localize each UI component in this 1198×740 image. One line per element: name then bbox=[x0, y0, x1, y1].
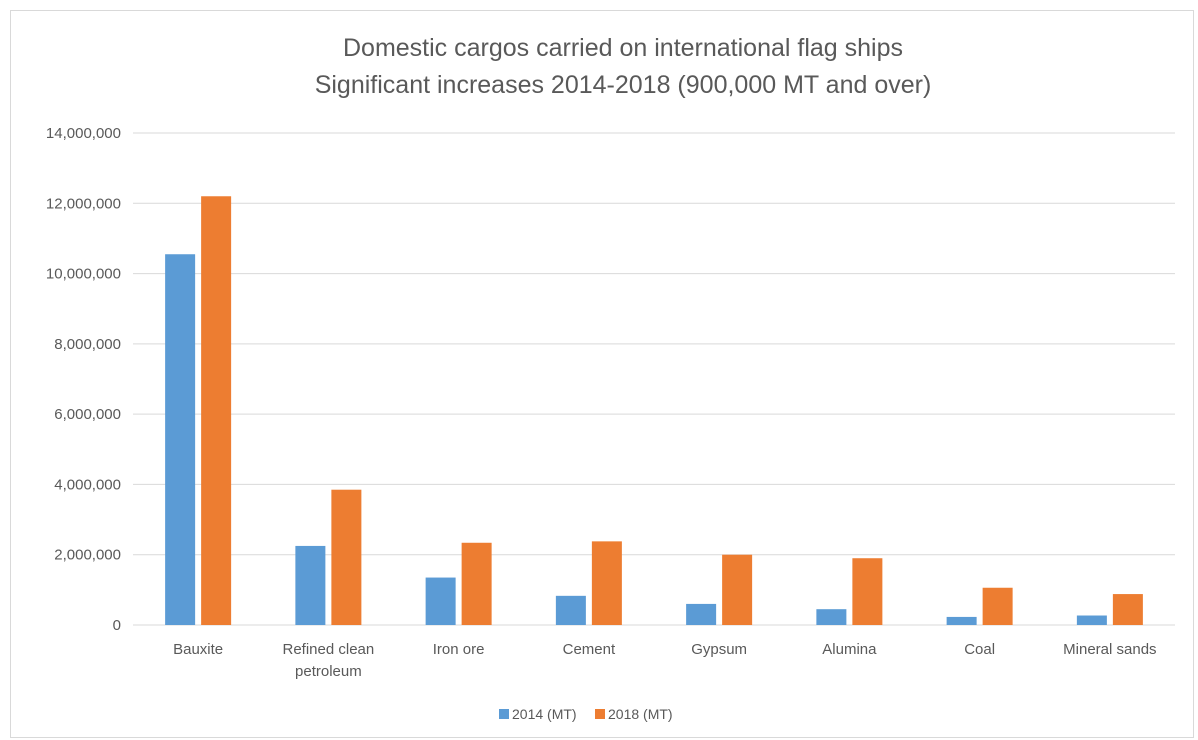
x-category-label: Iron ore bbox=[433, 641, 485, 658]
bar-2018 bbox=[201, 196, 232, 625]
y-tick-label: 8,000,000 bbox=[54, 336, 121, 353]
y-tick-label: 6,000,000 bbox=[54, 406, 121, 423]
chart-title: Domestic cargos carried on international… bbox=[343, 34, 903, 62]
bar-2014 bbox=[816, 609, 847, 625]
bar-2018 bbox=[722, 554, 753, 625]
bar-2018 bbox=[591, 541, 622, 625]
bar-2018 bbox=[1112, 594, 1143, 625]
gridlines bbox=[133, 132, 1175, 626]
bar-chart: Domestic cargos carried on international… bbox=[46, 34, 1175, 722]
x-category-label: Alumina bbox=[822, 641, 877, 658]
y-tick-label: 2,000,000 bbox=[54, 547, 121, 564]
bar-2014 bbox=[946, 616, 977, 625]
chart-area: Domestic cargos carried on international… bbox=[10, 10, 1194, 738]
bar-2014 bbox=[555, 595, 586, 625]
x-category-label: Mineral sands bbox=[1063, 641, 1156, 658]
legend-label: 2014 (MT) bbox=[512, 706, 577, 722]
legend-swatch bbox=[595, 709, 605, 719]
y-tick-label: 14,000,000 bbox=[46, 125, 121, 142]
x-category-label: Gypsum bbox=[691, 641, 747, 658]
x-category-label: Coal bbox=[964, 641, 995, 658]
y-tick-label: 0 bbox=[113, 617, 121, 634]
bar-2018 bbox=[982, 587, 1013, 625]
chart-subtitle: Significant increases 2014-2018 (900,000… bbox=[315, 71, 932, 99]
bar-2014 bbox=[1076, 615, 1107, 625]
legend: 2014 (MT) 2018 (MT) bbox=[499, 706, 673, 722]
x-category-label: Cement bbox=[563, 641, 616, 658]
bar-2018 bbox=[852, 558, 883, 625]
legend-swatch bbox=[499, 709, 509, 719]
y-tick-label: 10,000,000 bbox=[46, 266, 121, 283]
bar-2018 bbox=[461, 542, 492, 625]
x-category-label: Bauxite bbox=[173, 641, 223, 658]
y-axis-tick-labels: 0 2,000,000 4,000,000 6,000,000 8,000,000 10,… bbox=[46, 125, 121, 634]
x-axis-category-labels: Bauxite Refined clean petroleum Iron ore Cem… bbox=[173, 641, 1156, 680]
bar-2014 bbox=[165, 254, 196, 625]
bars bbox=[165, 196, 1143, 625]
bar-2018 bbox=[331, 489, 362, 625]
x-category-label: Refined clean petroleum bbox=[283, 641, 375, 680]
y-tick-label: 12,000,000 bbox=[46, 195, 121, 212]
bar-2014 bbox=[425, 577, 456, 625]
y-tick-label: 4,000,000 bbox=[54, 476, 121, 493]
bar-2014 bbox=[686, 603, 717, 625]
legend-label: 2018 (MT) bbox=[608, 706, 673, 722]
bar-2014 bbox=[295, 545, 326, 625]
